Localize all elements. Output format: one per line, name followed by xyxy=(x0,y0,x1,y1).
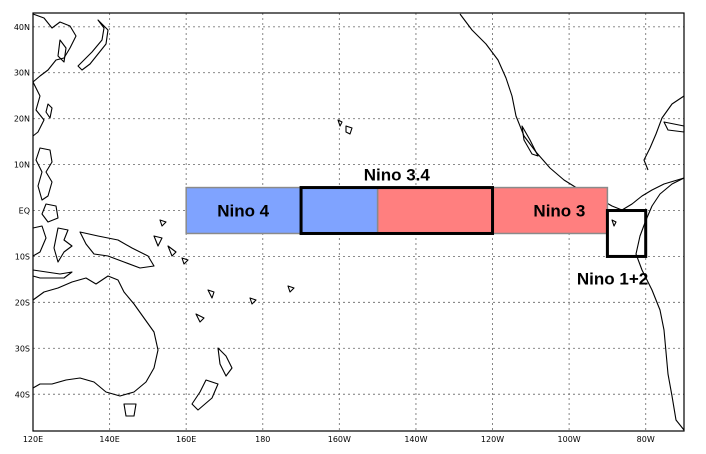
region-nino4-box xyxy=(185,186,379,235)
coastline-tasmania xyxy=(123,403,137,417)
region-nino3-label: Nino 3 xyxy=(533,202,585,221)
lat-tick-label: 20S xyxy=(15,298,30,307)
coastline-hawaii xyxy=(337,119,353,135)
region-nino4-label: Nino 4 xyxy=(217,202,269,221)
coastline-marshall xyxy=(159,219,189,265)
coastline-new-zealand-south xyxy=(191,379,219,411)
coastline-south-america xyxy=(635,177,685,431)
coastline-cuba xyxy=(663,121,685,133)
coastline-philippines xyxy=(35,147,53,201)
coastline-gulf-mexico xyxy=(643,95,685,171)
coastline-java xyxy=(32,269,73,279)
lat-tick-label: 30S xyxy=(15,344,30,353)
coastline-new-zealand-north xyxy=(217,347,233,377)
lat-tick-label: 20N xyxy=(14,115,30,124)
region-nino12-label: Nino 1+2 xyxy=(577,269,648,288)
lon-tick-label: 140E xyxy=(99,435,119,444)
lon-tick-label: 160W xyxy=(328,435,351,444)
axis-labels: 120E 140E 160E 180 160W 140W 120W 100W 80W 40N 30N… xyxy=(14,23,655,444)
lat-tick-label: 10S xyxy=(15,252,30,261)
lat-tick-label: 40N xyxy=(14,23,30,32)
lon-tick-label: 160E xyxy=(176,435,196,444)
nino-regions: Nino 4 Nino 3 Nino 3.4 Nino 1+2 xyxy=(185,166,648,288)
lat-tick-label: 30N xyxy=(14,69,30,78)
coastline-baja xyxy=(521,125,539,157)
coastline-borneo xyxy=(32,225,47,257)
coastline-korea xyxy=(57,39,67,63)
lon-tick-label: 80W xyxy=(637,435,655,444)
coastline-solomons xyxy=(153,235,177,257)
coastline-sulawesi xyxy=(53,227,73,263)
coastline-australia xyxy=(32,275,159,397)
coastline-china-south xyxy=(32,81,45,137)
lat-tick-label: 10N xyxy=(14,161,30,170)
map-frame xyxy=(32,12,685,432)
coastline-samoa xyxy=(249,285,295,305)
lat-tick-label: EQ xyxy=(19,207,30,216)
lat-tick-label: 40S xyxy=(15,390,30,399)
lon-tick-label: 140W xyxy=(404,435,427,444)
lon-tick-label: 120E xyxy=(23,435,43,444)
coastline-fiji xyxy=(195,289,215,323)
coastline-new-guinea xyxy=(79,231,155,269)
lon-tick-label: 120W xyxy=(481,435,504,444)
coastlines xyxy=(32,13,685,431)
region-nino34-label: Nino 3.4 xyxy=(364,166,431,185)
coastline-east-asia xyxy=(32,13,77,83)
lon-tick-label: 180 xyxy=(255,435,270,444)
coastline-north-america xyxy=(459,13,685,211)
coastline-galapagos xyxy=(611,219,617,227)
coastline-japan xyxy=(77,19,109,71)
coastline-mindanao xyxy=(41,203,59,223)
coastline-taiwan xyxy=(45,103,53,119)
lon-tick-label: 100W xyxy=(558,435,581,444)
region-nino12-box xyxy=(605,209,648,258)
region-nino34-box xyxy=(299,186,495,235)
